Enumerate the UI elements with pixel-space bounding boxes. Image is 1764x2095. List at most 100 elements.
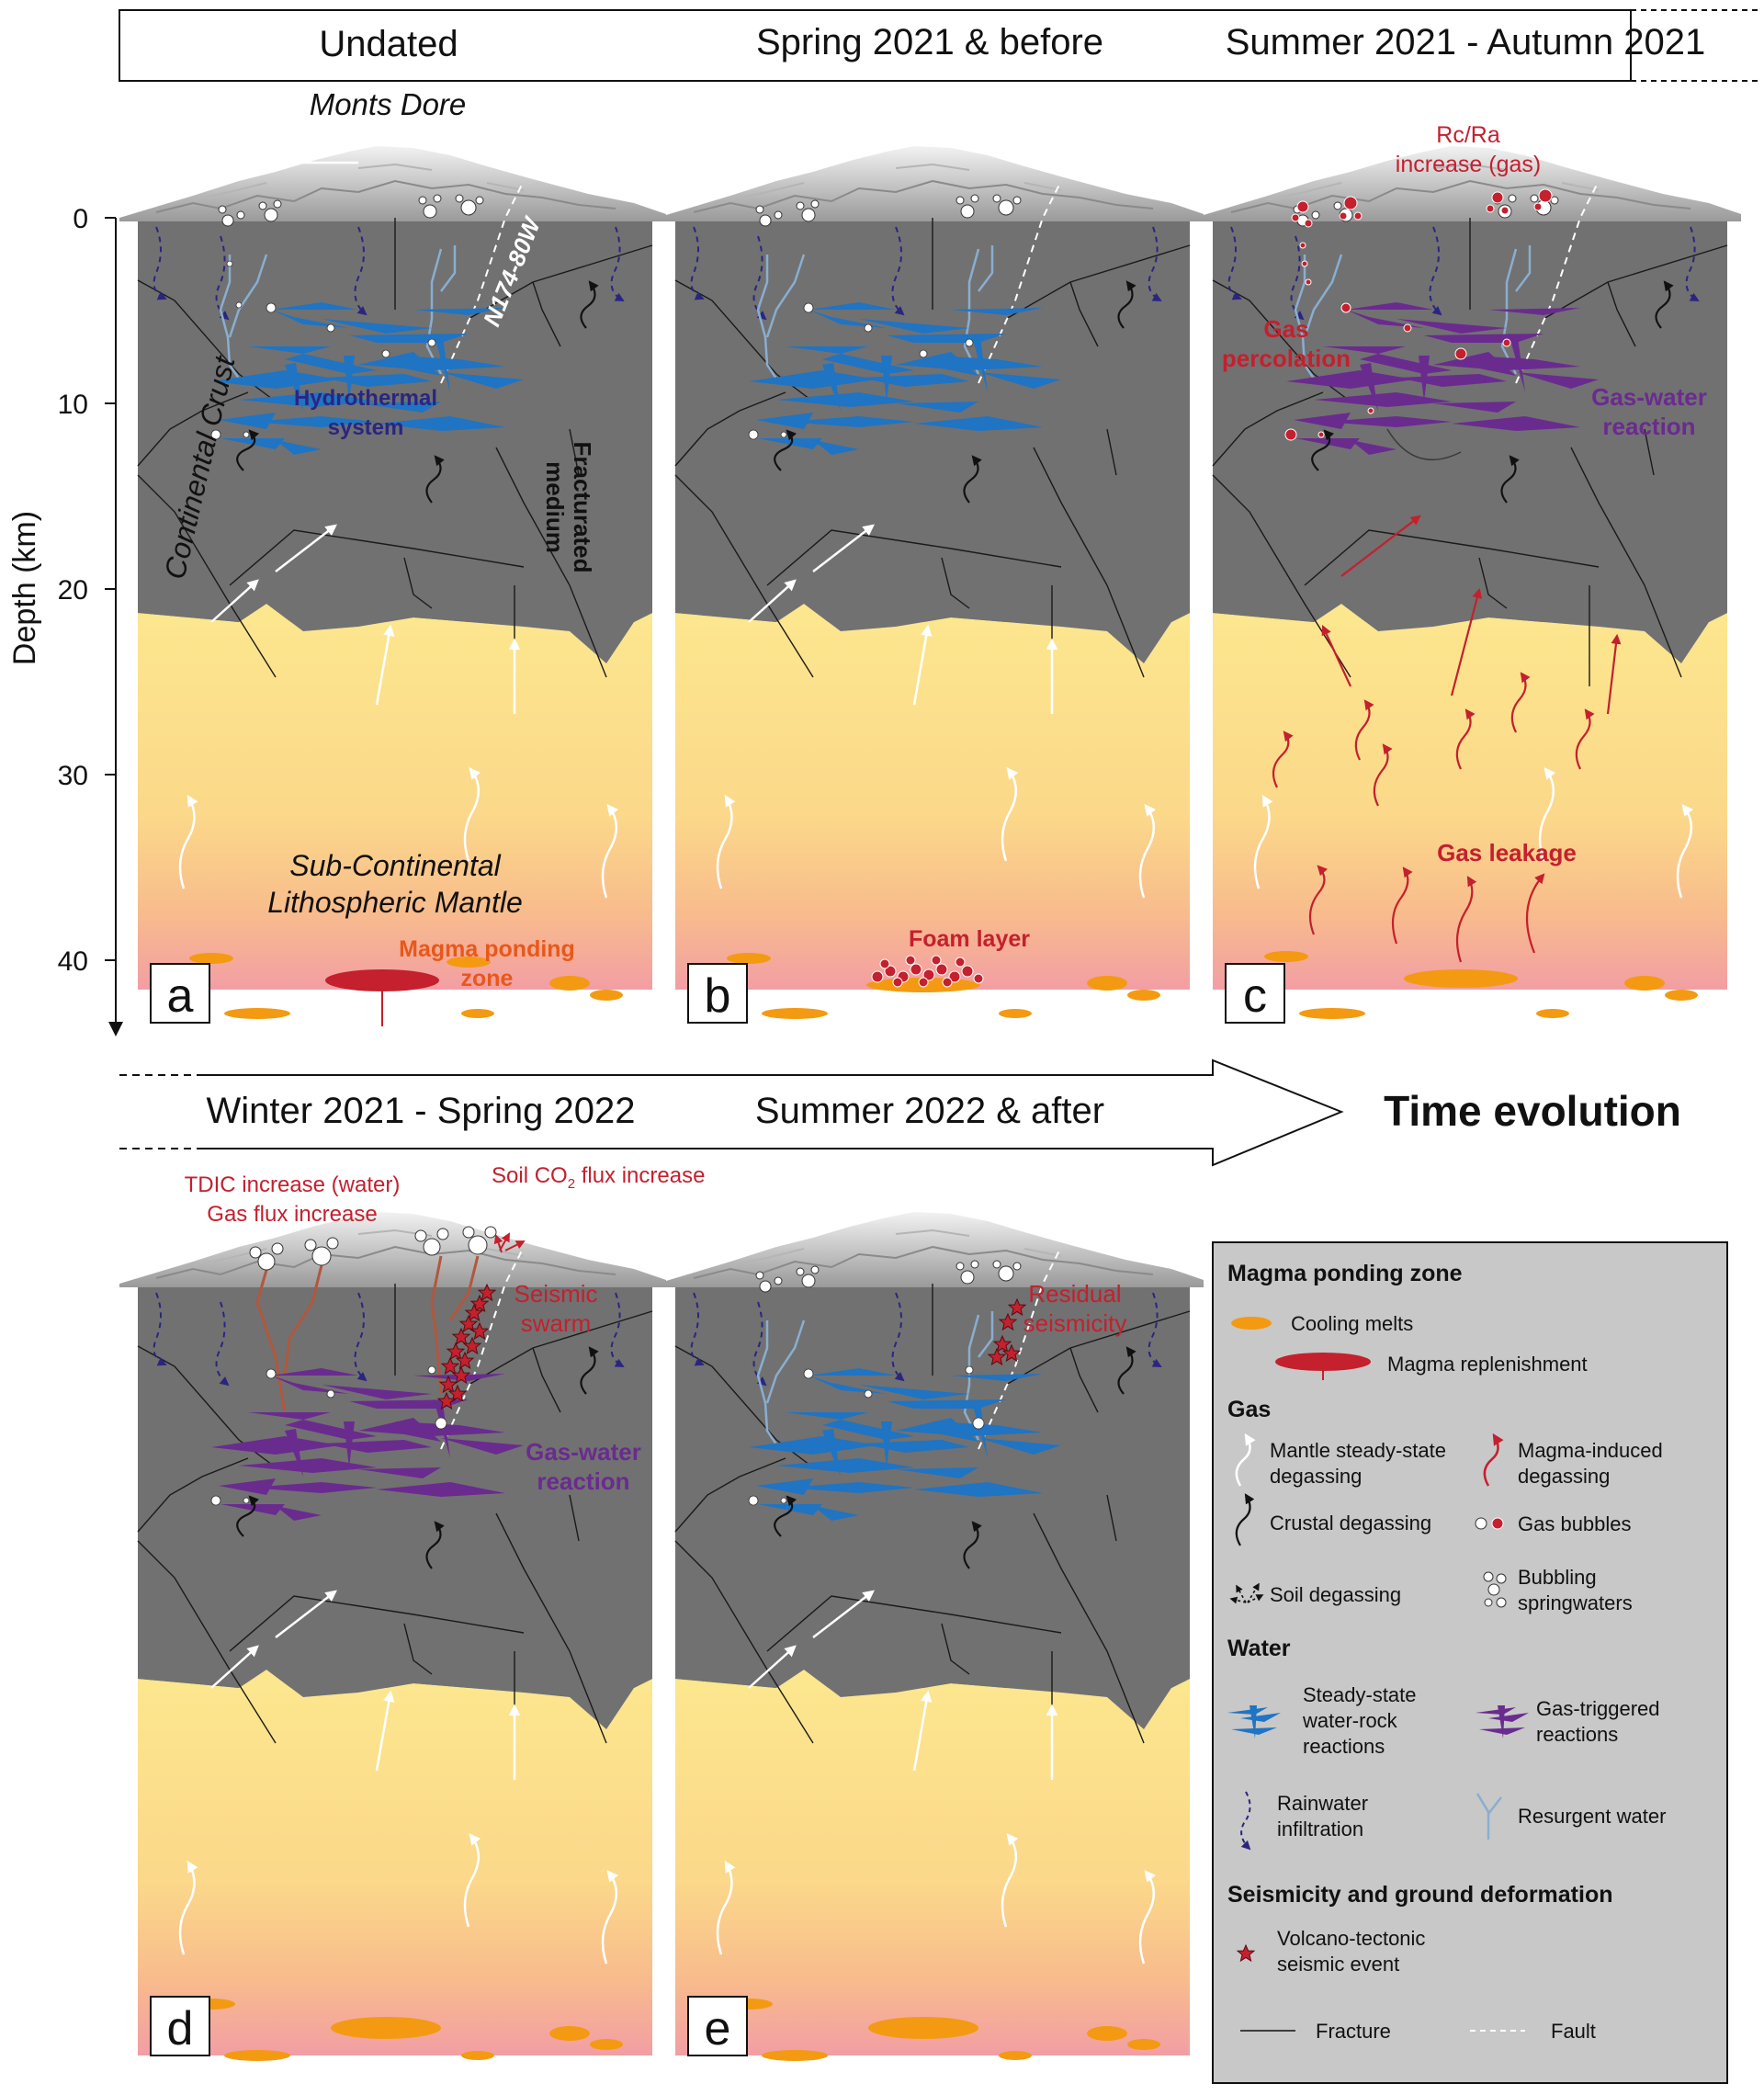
- legend-magma-1: Magma-induced: [1518, 1439, 1663, 1462]
- legend-rain-icon: [1240, 1791, 1251, 1851]
- stage-summer-2021: Summer 2021 - Autumn 2021: [1226, 22, 1706, 62]
- tick-40: 40: [58, 946, 88, 977]
- legend-bubble-red: [1491, 1517, 1504, 1530]
- legend-springs-2: springwaters: [1518, 1591, 1633, 1614]
- time-evolution-arrow: Winter 2021 - Spring 2022 Summer 2022 & …: [119, 1059, 1681, 1167]
- panel-e-letter: e: [705, 2002, 731, 2055]
- tdic-label-1: TDIC increase (water): [185, 1172, 401, 1197]
- seismic-swarm-label-2: swarm: [521, 1309, 592, 1337]
- tick-10: 10: [58, 390, 88, 420]
- legend-box: [1212, 1241, 1728, 2084]
- panel-d: TDIC increase (water) Gas flux increase …: [119, 1163, 705, 2061]
- percolation-label-2: percolation: [1222, 345, 1351, 372]
- tick-0: 0: [73, 204, 88, 234]
- monts-dore-label: Monts Dore: [310, 87, 467, 121]
- legend-gas-triggered-2: reactions: [1536, 1723, 1618, 1746]
- panel-d-letter-box: [150, 1996, 210, 2056]
- legend-cooling: Cooling melts: [1291, 1312, 1413, 1335]
- fractured-label-2: medium: [541, 461, 569, 553]
- legend-steady-2: water-rock: [1302, 1709, 1398, 1732]
- gas-water-label-1: Gas-water: [1591, 383, 1707, 411]
- legend-magma-2: degassing: [1518, 1465, 1610, 1488]
- legend-vt-1: Volcano-tectonic: [1277, 1927, 1425, 1950]
- panel-e-letter-box: [687, 1996, 748, 2056]
- legend-steady-1: Steady-state: [1303, 1683, 1417, 1706]
- legend-bubbles: Gas bubbles: [1518, 1512, 1632, 1535]
- tick-20: 20: [58, 575, 88, 606]
- stage-spring-2021: Spring 2021 & before: [756, 22, 1103, 62]
- gas-water-d-label-2: reaction: [537, 1467, 629, 1495]
- legend-steady-3: reactions: [1303, 1735, 1385, 1758]
- legend-bubble-white: [1475, 1517, 1487, 1530]
- legend-mantle-1: Mantle steady-state: [1270, 1439, 1446, 1462]
- foam-layer-label: Foam layer: [909, 926, 1030, 952]
- legend-magma-header: Magma ponding zone: [1227, 1261, 1463, 1286]
- stage-undated: Undated: [319, 24, 458, 64]
- legend-steady-icon: [1227, 1705, 1281, 1738]
- legend-water-header: Water: [1227, 1636, 1291, 1661]
- panel-b-letter: b: [705, 969, 731, 1023]
- rc-ra-label-2: increase (gas): [1396, 152, 1541, 177]
- legend-crustal-arrow: [1235, 1493, 1255, 1546]
- legend-fault: Fault: [1551, 2020, 1596, 2043]
- gas-water-d-label-1: Gas-water: [526, 1438, 641, 1466]
- panel-e: Residual seismicity e: [657, 1212, 1204, 2061]
- stage-summer-2022: Summer 2022 & after: [755, 1091, 1104, 1131]
- legend-resurgent-icon: [1476, 1793, 1502, 1840]
- legend-cooling-swatch: [1231, 1317, 1272, 1330]
- legend-mantle-2: degassing: [1270, 1465, 1362, 1488]
- panel-a: Monts Dore N174-80W Continental Crust Hy…: [119, 87, 666, 1026]
- magma-replenishment-body: [325, 969, 439, 991]
- time-evolution-label: Time evolution: [1384, 1087, 1681, 1135]
- seismic-swarm-label-1: Seismic: [514, 1280, 597, 1308]
- timeline-header-box: [119, 9, 1632, 82]
- stage-winter-2021: Winter 2021 - Spring 2022: [207, 1091, 636, 1131]
- legend-gas-triggered-1: Gas-triggered: [1536, 1697, 1660, 1720]
- legend: Magma ponding zone Cooling melts Magma r…: [1212, 1241, 1728, 2084]
- legend-springs-icon: [1483, 1571, 1507, 1608]
- soil-co2-label: Soil CO2 flux increase: [492, 1163, 705, 1192]
- tdic-label-2: Gas flux increase: [207, 1202, 377, 1227]
- legend-fracture: Fracture: [1316, 2020, 1391, 2043]
- ponding-label-2: zone: [461, 966, 514, 991]
- panel-a-letter: a: [167, 969, 194, 1023]
- legend-magma-arrow: [1483, 1433, 1504, 1487]
- legend-vt-2: seismic event: [1277, 1953, 1399, 1976]
- depth-axis: 0 10 20 30 40 Depth (km): [7, 204, 123, 1036]
- hydro-label-1: Hydrothermal: [294, 386, 437, 411]
- mantle-label-1: Sub-Continental: [289, 849, 501, 882]
- ponding-label-1: Magma ponding: [399, 936, 575, 962]
- legend-crustal: Crustal degassing: [1270, 1512, 1431, 1534]
- gas-leakage-label: Gas leakage: [1437, 839, 1577, 866]
- panel-c: Rc/Ra increase (gas) Gas percolation Gas…: [1194, 122, 1741, 1024]
- legend-gas-triggered-icon: [1476, 1705, 1529, 1738]
- legend-replenishment-swatch: [1275, 1353, 1371, 1371]
- legend-gas-header: Gas: [1227, 1397, 1271, 1422]
- panel-c-letter: c: [1243, 969, 1267, 1023]
- legend-rain-1: Rainwater: [1277, 1792, 1368, 1815]
- legend-mantle-arrow: [1235, 1433, 1256, 1487]
- legend-rain-2: infiltration: [1277, 1818, 1363, 1840]
- legend-springs-1: Bubbling: [1518, 1566, 1597, 1589]
- tick-30: 30: [58, 761, 88, 791]
- legend-seis-header: Seismicity and ground deformation: [1227, 1882, 1613, 1908]
- percolation-label-1: Gas: [1263, 315, 1308, 343]
- legend-soil: Soil degassing: [1270, 1583, 1401, 1606]
- panel-b-letter-box: [687, 963, 748, 1024]
- panel-c-letter-box: [1225, 963, 1285, 1024]
- axis-label: Depth (km): [7, 511, 42, 665]
- fractured-label-1: Fracturated: [569, 441, 596, 572]
- legend-soil-icon: [1229, 1582, 1264, 1604]
- rc-ra-label-1: Rc/Ra: [1436, 122, 1500, 148]
- residual-label-1: Residual: [1028, 1280, 1121, 1308]
- legend-replenishment: Magma replenishment: [1387, 1353, 1588, 1376]
- mantle-label-2: Lithospheric Mantle: [267, 886, 522, 919]
- panel-b: Foam layer b: [657, 146, 1204, 1024]
- panel-d-letter: d: [167, 2002, 194, 2055]
- foam-layer-bubbles: [871, 955, 984, 988]
- legend-resurgent: Resurgent water: [1518, 1805, 1666, 1828]
- axis-arrowhead: [108, 1022, 123, 1036]
- hydro-label-2: system: [328, 415, 404, 440]
- gas-water-label-2: reaction: [1602, 413, 1695, 440]
